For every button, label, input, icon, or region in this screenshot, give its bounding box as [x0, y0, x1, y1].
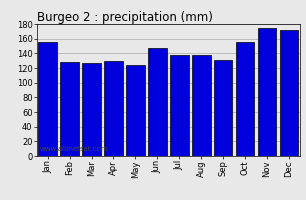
Bar [214, 60, 233, 156]
Bar [236, 42, 254, 156]
Bar [280, 30, 298, 156]
Bar [148, 48, 167, 156]
Bar [104, 61, 123, 156]
Bar [192, 55, 211, 156]
Text: Burgeo 2 : precipitation (mm): Burgeo 2 : precipitation (mm) [37, 11, 213, 24]
Bar [38, 42, 57, 156]
Text: www.allmetsat.com: www.allmetsat.com [39, 146, 108, 152]
Bar [60, 62, 79, 156]
Bar [82, 63, 101, 156]
Bar [170, 55, 188, 156]
Bar [258, 28, 276, 156]
Bar [126, 65, 145, 156]
